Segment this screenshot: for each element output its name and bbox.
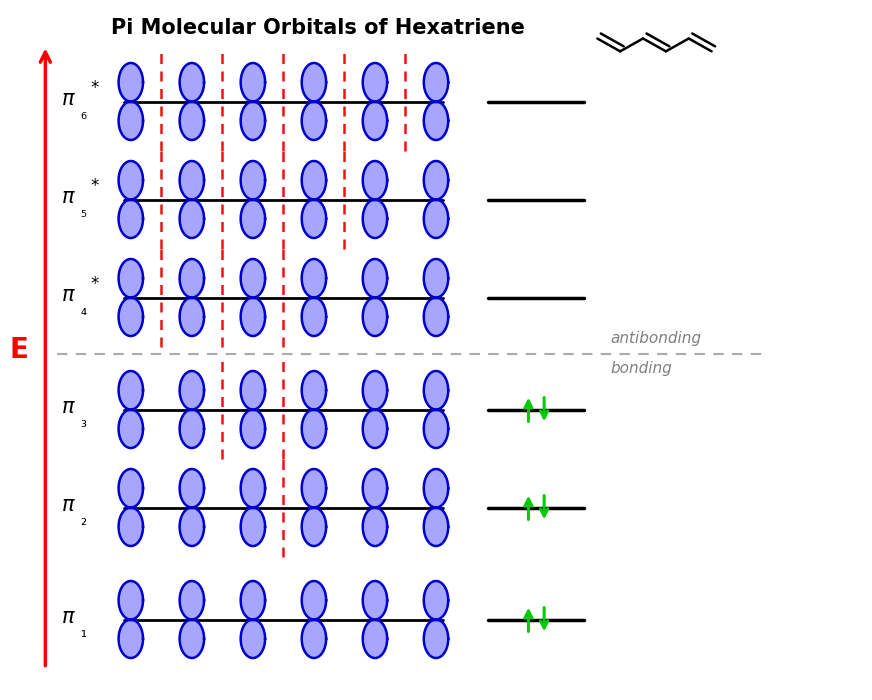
Polygon shape — [302, 63, 326, 102]
Polygon shape — [241, 469, 265, 507]
Polygon shape — [241, 620, 265, 658]
Polygon shape — [119, 410, 143, 448]
Polygon shape — [119, 581, 143, 620]
Polygon shape — [180, 63, 204, 102]
Polygon shape — [180, 298, 204, 336]
Polygon shape — [302, 102, 326, 140]
Text: *: * — [91, 274, 99, 293]
Polygon shape — [363, 161, 387, 199]
Text: $\pi$: $\pi$ — [61, 398, 76, 417]
Text: bonding: bonding — [610, 361, 672, 377]
Polygon shape — [180, 410, 204, 448]
Polygon shape — [302, 620, 326, 658]
Text: ₂: ₂ — [80, 513, 86, 528]
Polygon shape — [119, 199, 143, 238]
Polygon shape — [363, 199, 387, 238]
Polygon shape — [119, 161, 143, 199]
Polygon shape — [119, 298, 143, 336]
Polygon shape — [363, 581, 387, 620]
Polygon shape — [180, 508, 204, 546]
Polygon shape — [424, 371, 448, 409]
Polygon shape — [302, 410, 326, 448]
Polygon shape — [424, 298, 448, 336]
Polygon shape — [241, 410, 265, 448]
Polygon shape — [363, 410, 387, 448]
Text: antibonding: antibonding — [610, 330, 701, 346]
Polygon shape — [363, 508, 387, 546]
Polygon shape — [302, 508, 326, 546]
Polygon shape — [302, 161, 326, 199]
Polygon shape — [119, 508, 143, 546]
Polygon shape — [180, 620, 204, 658]
Polygon shape — [241, 508, 265, 546]
Polygon shape — [119, 259, 143, 298]
Polygon shape — [302, 581, 326, 620]
Polygon shape — [363, 102, 387, 140]
Polygon shape — [302, 298, 326, 336]
Text: $\pi$: $\pi$ — [61, 188, 76, 207]
Polygon shape — [241, 581, 265, 620]
Text: E: E — [10, 336, 29, 364]
Polygon shape — [302, 469, 326, 507]
Polygon shape — [180, 102, 204, 140]
Text: $\pi$: $\pi$ — [61, 608, 76, 627]
Polygon shape — [119, 63, 143, 102]
Polygon shape — [363, 371, 387, 409]
Polygon shape — [241, 63, 265, 102]
Polygon shape — [424, 161, 448, 199]
Polygon shape — [363, 469, 387, 507]
Polygon shape — [119, 620, 143, 658]
Polygon shape — [424, 199, 448, 238]
Polygon shape — [241, 102, 265, 140]
Polygon shape — [424, 102, 448, 140]
Polygon shape — [424, 508, 448, 546]
Polygon shape — [302, 259, 326, 298]
Polygon shape — [363, 63, 387, 102]
Text: *: * — [91, 176, 99, 195]
Text: $\pi$: $\pi$ — [61, 90, 76, 109]
Polygon shape — [424, 410, 448, 448]
Polygon shape — [180, 199, 204, 238]
Polygon shape — [119, 371, 143, 409]
Polygon shape — [363, 298, 387, 336]
Text: ₃: ₃ — [80, 415, 86, 430]
Text: ₅: ₅ — [80, 205, 86, 220]
Polygon shape — [119, 469, 143, 507]
Polygon shape — [241, 199, 265, 238]
Polygon shape — [180, 469, 204, 507]
Polygon shape — [119, 102, 143, 140]
Text: ₆: ₆ — [80, 107, 86, 122]
Polygon shape — [241, 371, 265, 409]
Polygon shape — [424, 581, 448, 620]
Polygon shape — [302, 371, 326, 409]
Text: ₁: ₁ — [80, 625, 86, 640]
Text: Pi Molecular Orbitals of Hexatriene: Pi Molecular Orbitals of Hexatriene — [112, 18, 525, 38]
Polygon shape — [424, 63, 448, 102]
Polygon shape — [424, 620, 448, 658]
Polygon shape — [180, 259, 204, 298]
Text: *: * — [91, 78, 99, 97]
Polygon shape — [241, 298, 265, 336]
Text: $\pi$: $\pi$ — [61, 496, 76, 515]
Polygon shape — [363, 259, 387, 298]
Polygon shape — [302, 199, 326, 238]
Polygon shape — [363, 620, 387, 658]
Text: ₄: ₄ — [80, 303, 86, 318]
Polygon shape — [424, 469, 448, 507]
Polygon shape — [424, 259, 448, 298]
Polygon shape — [241, 161, 265, 199]
Polygon shape — [180, 581, 204, 620]
Text: $\pi$: $\pi$ — [61, 286, 76, 305]
Polygon shape — [241, 259, 265, 298]
Polygon shape — [180, 371, 204, 409]
Polygon shape — [180, 161, 204, 199]
